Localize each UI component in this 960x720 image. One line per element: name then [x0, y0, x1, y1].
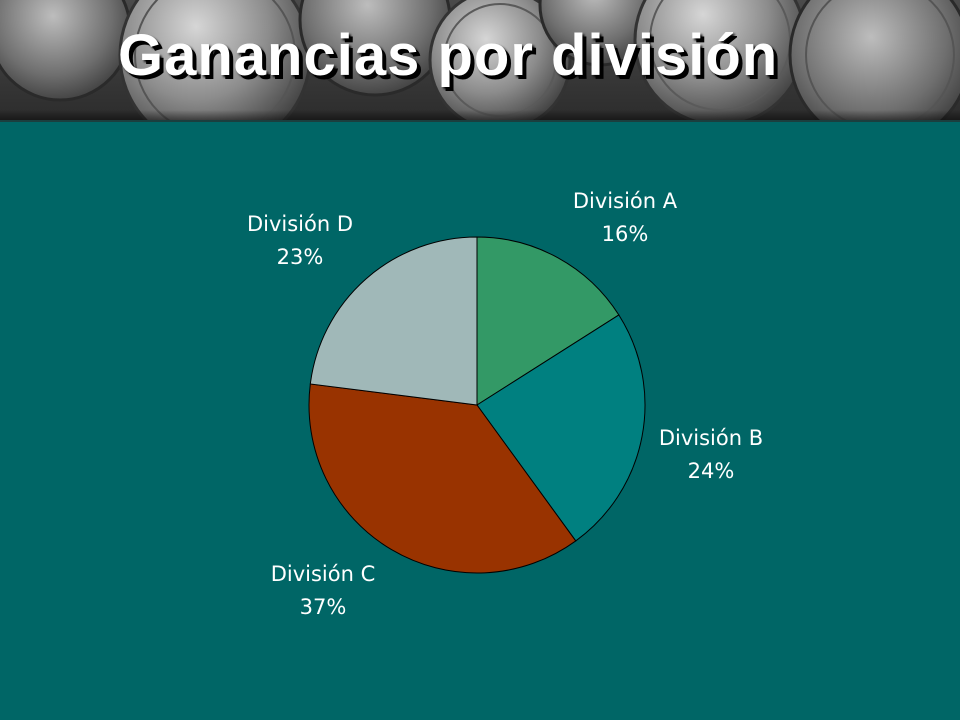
pie-labels: División A 16% División B 24% División C 37% D… — [247, 189, 763, 619]
slice-label-percent: 16% — [602, 222, 649, 246]
pie-slice-c — [308, 383, 577, 574]
slice-label-name: División B — [659, 426, 763, 450]
header-banner: Ganancias por división — [0, 0, 960, 122]
pie-slices — [308, 236, 646, 574]
slice-label-name: División D — [247, 212, 353, 236]
slice-label-percent: 23% — [277, 245, 324, 269]
coin — [134, 0, 296, 120]
pie-slice-d — [309, 236, 478, 406]
slide-title: Ganancias por división — [118, 23, 779, 88]
coin — [805, 0, 955, 120]
header-shadow — [0, 110, 960, 120]
pie-slice-a — [476, 236, 620, 406]
slice-label-percent: 24% — [688, 459, 735, 483]
slice-label-percent: 37% — [300, 595, 347, 619]
coin — [443, 3, 557, 117]
coin — [428, 0, 572, 120]
coin — [788, 0, 960, 120]
coins-photo — [0, 0, 960, 120]
slice-label-name: División C — [271, 562, 376, 586]
pie-slice-b — [476, 314, 646, 542]
slice-label-name: División A — [573, 189, 678, 213]
